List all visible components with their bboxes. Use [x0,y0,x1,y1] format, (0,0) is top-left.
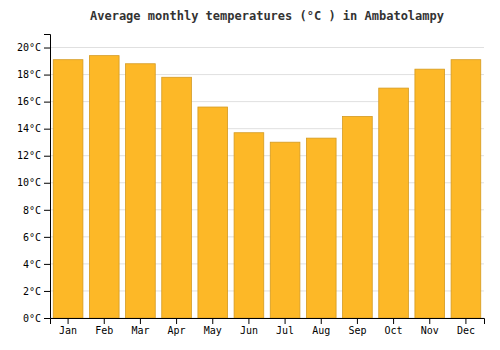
tick-mark [44,291,50,292]
tick-mark [44,48,50,49]
tick: Jul [276,318,294,336]
tick-mark [321,318,322,324]
bar [53,60,83,318]
y-axis: 0°C 2°C 4°C 6°C 8°C 10°C 12°C 14°C 16°C 18°C 20°C [17,35,51,324]
bars [53,56,480,318]
x-axis: Jan Feb Mar Apr May Jun Jul Aug Sep Oct Nov Dec [51,318,485,336]
axis-line [51,319,485,325]
tick: 14°C [17,123,50,134]
tick: 10°C [17,177,50,188]
chart: 0°C 2°C 4°C 6°C 8°C 10°C 12°C 14°C 16°C 18°C 20°C J… [0,0,500,350]
tick-label: May [204,325,222,336]
grid [50,48,484,318]
tick-label: Mar [131,325,149,336]
tick-mark [104,318,105,324]
tick-mark [68,318,69,324]
grid-line [50,47,484,48]
tick-label: Apr [168,325,186,336]
tick: 8°C [23,205,50,216]
tick-mark [357,318,358,324]
tick-label: 6°C [23,232,41,243]
tick: Aug [312,318,330,336]
tick: Apr [168,318,186,336]
tick-label: Jul [276,325,294,336]
tick: Sep [348,318,366,336]
bar [162,77,192,318]
bar [270,142,300,318]
tick: 16°C [17,96,50,107]
tick-label: 4°C [23,259,41,270]
bar [89,56,119,318]
tick-label: Jun [240,325,258,336]
tick-mark [44,75,50,76]
tick-mark [285,318,286,324]
tick-label: Feb [95,325,113,336]
bar [343,116,373,318]
bar [451,60,481,318]
bar [126,64,156,318]
tick-mark [44,237,50,238]
tick: May [204,318,222,336]
tick-label: Jan [59,325,77,336]
tick-mark [212,318,213,324]
tick-label: Sep [348,325,366,336]
bar [234,133,264,318]
tick-label: 2°C [23,286,41,297]
tick-label: 8°C [23,205,41,216]
tick-mark [429,318,430,324]
plot: 0°C 2°C 4°C 6°C 8°C 10°C 12°C 14°C 16°C 18°C 20°C J… [17,35,485,337]
tick-mark [176,318,177,324]
tick: Jan [59,318,77,336]
tick: 0°C [23,313,50,324]
tick: Mar [131,318,149,336]
tick: 4°C [23,259,50,270]
tick-mark [393,318,394,324]
tick-label: 10°C [17,177,41,188]
bar [379,88,409,318]
tick-label: 14°C [17,123,41,134]
tick: 20°C [17,42,50,53]
tick: Feb [95,318,113,336]
title: Average monthly temperatures (°C ) in Am… [90,9,444,23]
tick: Jun [240,318,258,336]
bar [306,138,336,318]
tick-label: Dec [457,325,475,336]
tick: 6°C [23,232,50,243]
tick: 12°C [17,150,50,161]
tick-mark [465,318,466,324]
tick-label: 18°C [17,69,41,80]
tick: Nov [421,318,439,336]
tick-mark [248,318,249,324]
tick-label: Oct [385,325,403,336]
tick-label: 0°C [23,313,41,324]
tick-label: Aug [312,325,330,336]
tick-label: 12°C [17,150,41,161]
tick-mark [44,129,50,130]
axis-line [44,35,51,319]
tick-mark [44,156,50,157]
tick-mark [44,102,50,103]
tick-mark [44,318,50,319]
bar [415,69,445,318]
tick-mark [140,318,141,324]
tick-mark [44,183,50,184]
tick: Dec [457,318,475,336]
tick: Oct [385,318,403,336]
bar [198,107,228,318]
tick-label: Nov [421,325,439,336]
tick-mark [44,264,50,265]
tick: 2°C [23,286,50,297]
tick-label: 20°C [17,42,41,53]
tick: 18°C [17,69,50,80]
tick-mark [44,210,50,211]
tick-label: 16°C [17,96,41,107]
